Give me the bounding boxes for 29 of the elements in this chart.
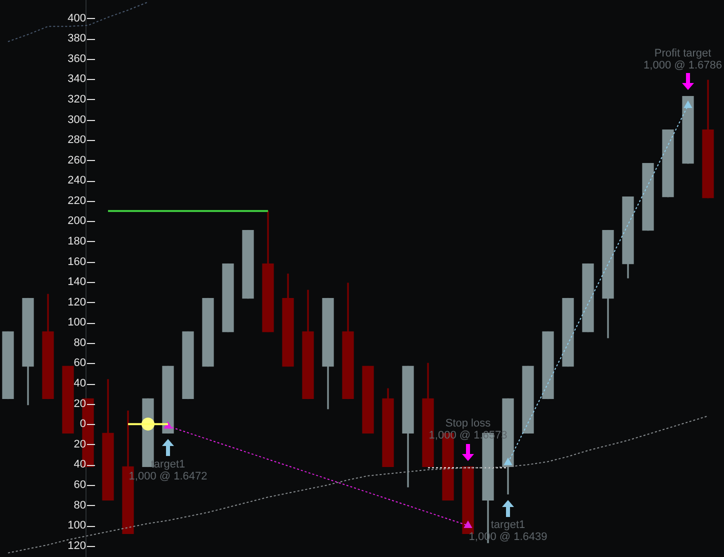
y-tick-label: 220 [68, 194, 86, 207]
annotation: Profit target 1,000 @ 1.6786 [644, 47, 722, 72]
y-tick-label: 80 [74, 499, 86, 512]
y-tick-label: 20 [74, 398, 86, 410]
y-tick-label: 200 [68, 215, 86, 228]
y-tick-label: 100 [68, 316, 86, 329]
y-tick-label: 380 [68, 32, 86, 45]
y-tick-label: 0 [80, 418, 86, 430]
y-tick-label: 280 [68, 134, 86, 146]
y-tick-label: 360 [68, 52, 86, 65]
y-tick-label: 100 [68, 520, 86, 532]
y-tick-label: 140 [68, 276, 86, 288]
line-series [8, 2, 148, 42]
y-tick-label: 40 [74, 458, 86, 471]
y-tick-label: 180 [68, 236, 86, 248]
y-tick-label: 120 [68, 296, 86, 308]
y-tick-label: 60 [74, 478, 86, 491]
y-tick-label: 320 [68, 93, 86, 106]
y-tick-label: 260 [68, 154, 86, 166]
y-tick-label: 300 [68, 114, 86, 126]
y-tick-label: 20 [74, 438, 86, 450]
y-tick-label: 80 [74, 336, 86, 349]
y-tick-label: 120 [68, 540, 86, 552]
y-tick-label: 400 [68, 12, 86, 24]
y-tick-label: 240 [68, 174, 86, 187]
y-tick-label: 160 [68, 256, 86, 268]
y-tick-label: 60 [74, 357, 86, 370]
y-tick-label: 40 [74, 378, 86, 390]
y-tick-label: 340 [68, 73, 86, 86]
